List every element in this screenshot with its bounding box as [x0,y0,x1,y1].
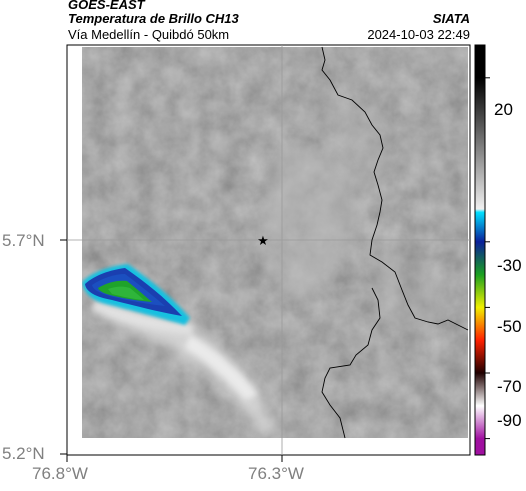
satellite-title: GOES-EAST [68,0,145,12]
product-title: Temperatura de Brillo CH13 [68,11,239,26]
colorbar-label: -90 [497,411,522,430]
colorbar-gradient [474,44,486,456]
region-label: Vía Medellín - Quibdó 50km [68,27,230,42]
lon-label: 76.3°W [248,464,304,483]
organization-label: SIATA [432,11,470,26]
colorbar-label: -30 [497,256,522,275]
colorbar-label: -50 [497,317,522,336]
lon-label: 76.8°W [32,464,88,483]
colorbar-ticks [485,77,490,440]
timestamp-label: 2024-10-03 22:49 [367,27,470,42]
star-icon: ★ [257,234,269,249]
colorbar-label: 20 [494,100,513,119]
colorbar-label: -70 [497,377,522,396]
imagery-layer [82,47,468,438]
lat-label: 5.7°N [2,231,45,250]
lat-label: 5.2°N [2,444,45,463]
department-border [321,46,469,439]
